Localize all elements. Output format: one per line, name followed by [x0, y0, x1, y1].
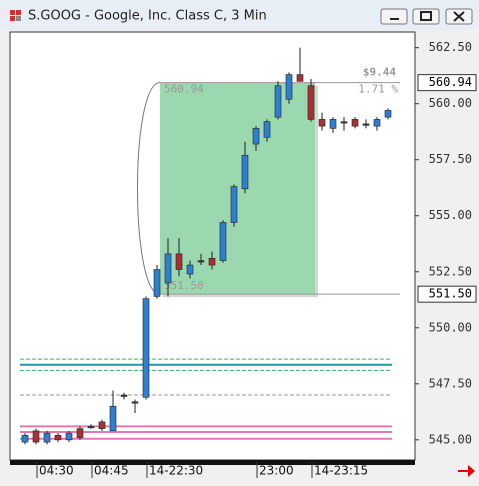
window-title: S.GOOG - Google, Inc. Class C, 3 Min	[28, 9, 267, 24]
app-icon	[10, 10, 21, 21]
y-tick-label: 547.50	[429, 376, 472, 390]
y-tick-label: 552.50	[429, 264, 472, 278]
candle-body	[142, 298, 150, 398]
candle-body	[230, 186, 238, 223]
candle-body	[197, 260, 205, 263]
x-tick-label: 04:30	[39, 464, 74, 478]
candle-body	[175, 253, 183, 270]
axis-marker	[417, 74, 477, 92]
candle-body	[98, 421, 106, 429]
candle-body	[54, 435, 62, 441]
y-tick-label: 562.50	[429, 40, 472, 54]
candle-body	[219, 222, 227, 261]
candle-body	[384, 110, 392, 118]
scroll-right-arrow[interactable]	[458, 465, 475, 477]
candle-body	[252, 128, 260, 145]
candle-body	[296, 74, 304, 82]
measure-percent: 1.71 %	[358, 83, 398, 96]
x-tick-label: 14-22:30	[149, 464, 203, 478]
candle-body	[109, 405, 117, 432]
candle-body	[351, 119, 359, 127]
candle-body	[131, 401, 139, 404]
y-tick-label: 550.00	[429, 320, 472, 334]
candle-body	[329, 119, 337, 129]
maximize-button[interactable]	[412, 8, 440, 25]
axis-marker	[417, 285, 477, 303]
candle-body	[373, 119, 381, 127]
x-axis-bar	[10, 460, 415, 465]
candle-body	[285, 74, 293, 100]
measure-low-label: 551.50	[164, 279, 204, 292]
y-tick-label: 545.00	[429, 432, 472, 446]
candle-body	[76, 428, 84, 438]
candle-body	[318, 119, 326, 127]
candle-body	[241, 154, 249, 190]
candle-body	[164, 253, 172, 284]
candle-body	[263, 121, 271, 138]
candle-body	[340, 121, 348, 124]
axis-marker-low: 551.50	[429, 287, 472, 301]
measure-box	[160, 82, 315, 295]
candle-body	[307, 85, 315, 120]
candle-body	[274, 85, 282, 118]
y-tick-label: 557.50	[429, 152, 472, 166]
x-tick-label: 04:45	[94, 464, 129, 478]
candle-body	[208, 258, 216, 266]
candle-body	[21, 435, 29, 443]
minimize-button[interactable]	[380, 8, 408, 25]
close-button[interactable]	[445, 8, 473, 25]
candle-body	[32, 430, 40, 443]
candle-body	[362, 123, 370, 126]
candle-body	[120, 394, 128, 397]
y-tick-label: 560.00	[429, 96, 472, 110]
x-tick-label: 23:00	[259, 464, 294, 478]
candle-body	[153, 269, 161, 297]
candle-body	[87, 426, 95, 429]
x-tick-label: 14-23:15	[314, 464, 368, 478]
candle-body	[43, 432, 51, 443]
candle-body	[186, 264, 194, 275]
measure-high-label: 560.94	[164, 83, 204, 96]
axis-marker-high: 560.94	[429, 75, 472, 89]
y-tick-label: 555.00	[429, 208, 472, 222]
candle-body	[65, 432, 73, 441]
measure-change: $9.44	[363, 66, 396, 79]
measure-arc	[137, 82, 161, 295]
